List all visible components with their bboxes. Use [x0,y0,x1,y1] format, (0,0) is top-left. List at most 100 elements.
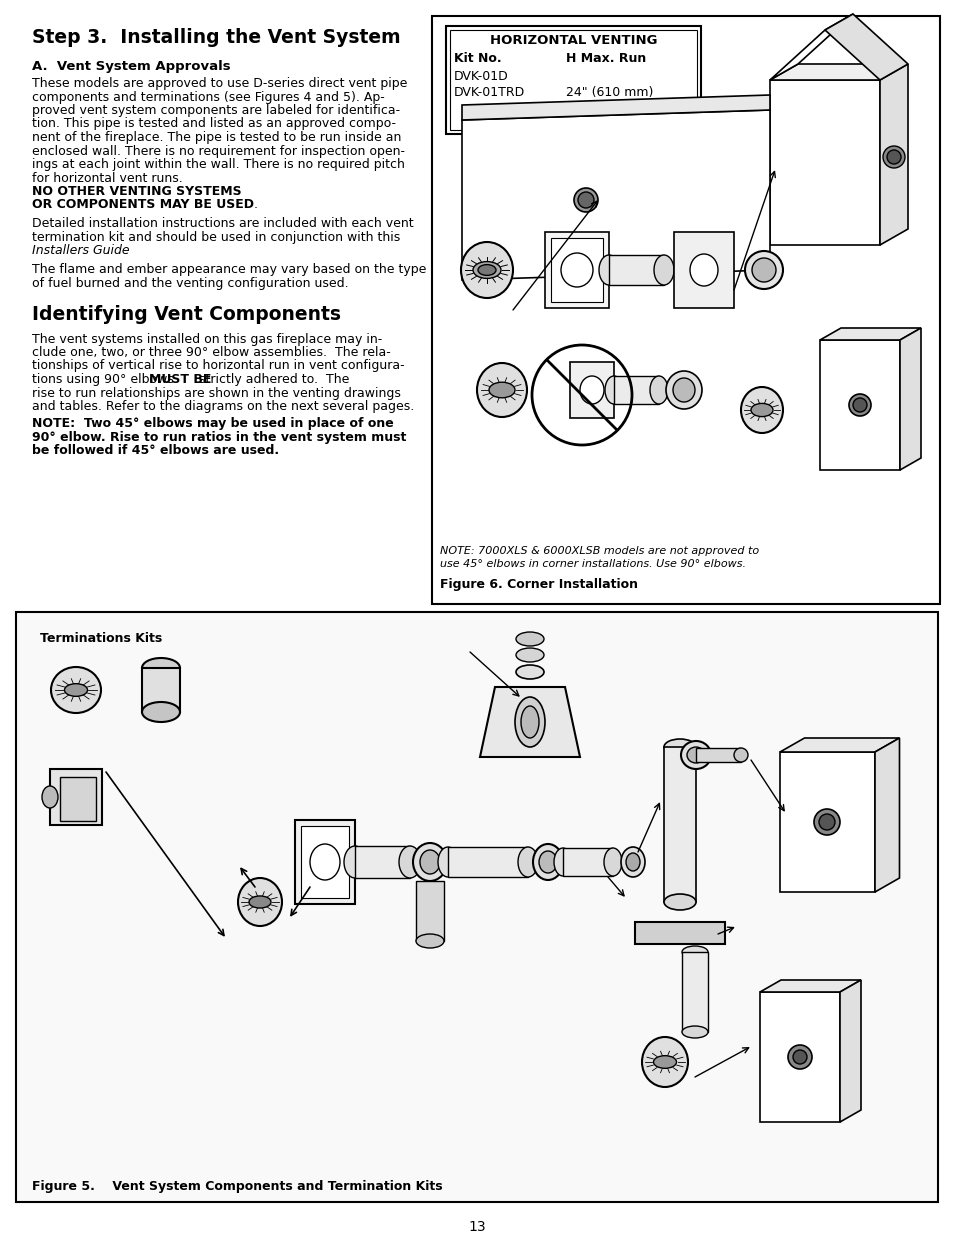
Text: 90° elbow. Rise to run ratios in the vent system must: 90° elbow. Rise to run ratios in the ven… [32,431,406,445]
Polygon shape [899,329,920,471]
Ellipse shape [578,191,594,207]
Ellipse shape [620,847,644,877]
Ellipse shape [416,934,443,948]
Bar [416,881,443,941]
Ellipse shape [398,846,420,878]
Bar [301,826,349,898]
Text: The vent systems installed on this gas fireplace may in-: The vent systems installed on this gas f… [32,332,382,346]
Bar [355,846,410,878]
Text: Figure 6. Corner Installation: Figure 6. Corner Installation [439,578,638,592]
Ellipse shape [689,254,718,287]
Ellipse shape [818,814,834,830]
Polygon shape [874,739,899,892]
Bar [696,748,740,762]
Ellipse shape [460,242,513,298]
Polygon shape [780,739,899,752]
Text: for horizontal vent runs.: for horizontal vent runs. [32,172,187,184]
Ellipse shape [237,878,282,926]
Text: NOTE: 7000XLS & 6000XLSB models are not approved to: NOTE: 7000XLS & 6000XLSB models are not … [439,546,759,556]
Polygon shape [479,687,579,757]
Bar [50,769,102,825]
Text: tionships of vertical rise to horizontal run in vent configura-: tionships of vertical rise to horizontal… [32,359,404,373]
Ellipse shape [477,264,496,275]
Ellipse shape [604,375,622,404]
Text: strictly adhered to.  The: strictly adhered to. The [194,373,349,387]
Ellipse shape [603,848,621,876]
Text: Identifying Vent Components: Identifying Vent Components [32,305,340,324]
Bar [614,375,659,404]
Ellipse shape [813,809,840,835]
Text: clude one, two, or three 90° elbow assemblies.  The rela-: clude one, two, or three 90° elbow assem… [32,346,391,359]
Bar [569,362,614,417]
Ellipse shape [649,375,667,404]
Ellipse shape [516,664,543,679]
Bar [294,820,355,904]
Ellipse shape [538,851,557,873]
Polygon shape [461,95,769,120]
Text: 13: 13 [468,1220,485,1234]
Text: tion. This pipe is tested and listed as an approved compo-: tion. This pipe is tested and listed as … [32,117,395,131]
Ellipse shape [437,847,457,877]
Polygon shape [769,80,879,245]
Ellipse shape [681,1026,707,1037]
Polygon shape [760,992,840,1123]
Text: of fuel burned and the venting configuration used.: of fuel burned and the venting configura… [32,277,348,290]
Polygon shape [769,14,852,80]
Text: H Max. Run: H Max. Run [565,52,645,65]
Ellipse shape [686,747,704,763]
Ellipse shape [625,853,639,871]
Polygon shape [760,981,861,992]
Ellipse shape [654,254,673,285]
Bar [450,30,697,130]
Bar [16,613,937,1202]
Text: Detailed installation instructions are included with each vent: Detailed installation instructions are i… [32,217,414,230]
Text: proved vent system components are labeled for identifica-: proved vent system components are labele… [32,104,399,117]
Bar [562,848,613,876]
Ellipse shape [744,251,782,289]
Ellipse shape [886,149,900,164]
Bar [635,923,724,944]
Ellipse shape [42,785,58,808]
Bar [448,847,527,877]
Ellipse shape [653,1056,676,1068]
Ellipse shape [598,254,618,285]
Ellipse shape [792,1050,806,1065]
Text: termination kit and should be used in conjunction with this: termination kit and should be used in co… [32,231,400,243]
Polygon shape [820,340,899,471]
Ellipse shape [554,848,572,876]
Text: .: . [253,199,257,211]
Ellipse shape [517,847,537,877]
Ellipse shape [515,697,544,747]
Text: components and terminations (see Figures 4 and 5). Ap-: components and terminations (see Figures… [32,90,384,104]
Text: The flame and ember appearance may vary based on the type: The flame and ember appearance may vary … [32,263,426,277]
Ellipse shape [681,946,707,958]
Text: use 45° elbows in corner installations. Use 90° elbows.: use 45° elbows in corner installations. … [439,559,745,569]
Text: tions using 90° elbows: tions using 90° elbows [32,373,177,387]
Ellipse shape [882,146,904,168]
Ellipse shape [574,188,598,212]
Ellipse shape [520,706,538,739]
Ellipse shape [51,667,101,713]
Ellipse shape [65,684,88,697]
Ellipse shape [473,262,500,278]
Text: MUST BE: MUST BE [149,373,212,387]
Ellipse shape [533,844,562,881]
Ellipse shape [680,741,710,769]
Bar [608,254,663,285]
Polygon shape [824,14,907,80]
Text: NO OTHER VENTING SYSTEMS: NO OTHER VENTING SYSTEMS [32,185,241,198]
Text: .: . [105,245,109,257]
Text: These models are approved to use D-series direct vent pipe: These models are approved to use D-serie… [32,77,407,90]
Polygon shape [879,64,907,245]
Ellipse shape [733,748,747,762]
Ellipse shape [560,253,593,287]
Ellipse shape [641,1037,687,1087]
Ellipse shape [579,375,603,404]
Ellipse shape [489,382,515,398]
Text: enclosed wall. There is no requirement for inspection open-: enclosed wall. There is no requirement f… [32,144,405,158]
Bar [432,16,939,604]
Text: be followed if 45° elbows are used.: be followed if 45° elbows are used. [32,445,279,457]
Ellipse shape [310,844,339,881]
Bar [446,26,700,135]
Bar [60,777,96,821]
